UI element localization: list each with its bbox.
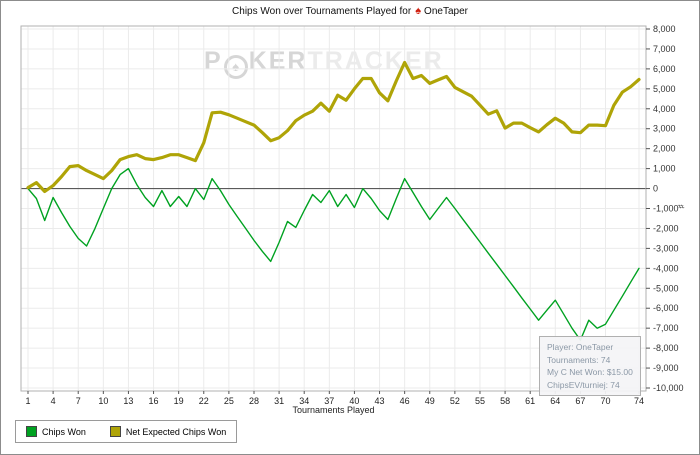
y-tick-label: -4,000	[653, 263, 679, 273]
x-tick-label: 52	[450, 396, 460, 406]
y-tick-label: -3,000	[653, 243, 679, 253]
x-tick-label: 7	[76, 396, 81, 406]
y-tick-label: 8,000	[653, 24, 676, 34]
y-tick-label: 2,000	[653, 144, 676, 154]
x-tick-label: 34	[299, 396, 309, 406]
watermark-prefix: P	[204, 47, 223, 75]
x-tick-label: 46	[400, 396, 410, 406]
x-tick-label: 10	[98, 396, 108, 406]
y-tick-label: 7,000	[653, 44, 676, 54]
x-tick-label: 13	[123, 396, 133, 406]
tooltip-tournaments-row: Tournaments: 74	[547, 354, 611, 365]
x-tick-label: 61	[525, 396, 535, 406]
spade-icon: ♠	[415, 5, 422, 17]
pokertracker-watermark: P ♠ KERTRACKER	[204, 47, 444, 79]
y-tick-label: -1,000	[653, 204, 679, 214]
watermark-mid: KER	[248, 47, 308, 75]
hover-tooltip: Player: OneTaper Tournaments: 74 My C Ne…	[539, 336, 641, 396]
x-tick-label: 1	[25, 396, 30, 406]
x-axis-title: Tournaments Played	[292, 405, 375, 415]
x-tick-label: 19	[174, 396, 184, 406]
tooltip-net-won-row: My C Net Won: $15.00	[547, 367, 633, 377]
x-tick-label: 16	[149, 396, 159, 406]
x-tick-label: 4	[51, 396, 56, 406]
y-tick-label: -7,000	[653, 323, 679, 333]
y-tick-label: 1,000	[653, 164, 676, 174]
y-tick-label: 5,000	[653, 84, 676, 94]
x-tick-label: 64	[550, 396, 560, 406]
y-tick-label: -5,000	[653, 283, 679, 293]
watermark-secondary: TRACKER	[307, 47, 444, 75]
y-tick-label: -9,000	[653, 363, 679, 373]
x-tick-label: 70	[601, 396, 611, 406]
x-tick-label: 49	[425, 396, 435, 406]
legend-item-chips-won: Chips Won	[26, 426, 86, 437]
y-axis-unit-glyph: ♯	[676, 204, 686, 209]
x-tick-label: 37	[324, 396, 334, 406]
spade-circle-logo-icon: ♠	[223, 54, 248, 79]
legend-label: Chips Won	[42, 426, 86, 437]
y-tick-label: -8,000	[653, 343, 679, 353]
chart-title-text: Chips Won over Tournaments Played for	[232, 6, 412, 17]
series-line-chips-won	[27, 167, 640, 341]
player-name: OneTaper	[424, 6, 468, 17]
x-tick-label: 31	[274, 396, 284, 406]
x-tick-label: 43	[375, 396, 385, 406]
y-tick-label: 4,000	[653, 104, 676, 114]
legend-item-net-expected: Net Expected Chips Won	[109, 426, 227, 437]
x-tick-label: 58	[500, 396, 510, 406]
x-tick-label: 55	[475, 396, 485, 406]
tooltip-chips-ev-row: ChipsEV/turniej: 74	[547, 379, 620, 390]
x-tick-label: 74	[634, 396, 644, 406]
legend-label: Net Expected Chips Won	[125, 426, 227, 437]
series-line-net-expected-chips-won	[26, 60, 641, 194]
x-tick-label: 40	[349, 396, 359, 406]
chips-won-swatch-icon	[26, 426, 37, 437]
tooltip-player-row: Player: OneTaper	[547, 342, 614, 352]
legend: Chips Won Net Expected Chips Won	[15, 420, 238, 443]
x-tick-label: 28	[249, 396, 259, 406]
x-tick-label: 25	[224, 396, 234, 406]
y-tick-label: 0	[653, 184, 658, 194]
y-tick-label: 6,000	[653, 64, 676, 74]
y-tick-label: -2,000	[653, 223, 679, 233]
net-expected-swatch-icon	[109, 426, 121, 437]
x-tick-label: 67	[575, 396, 585, 406]
watermark-spade-glyph: ♠	[232, 59, 240, 74]
x-tick-label: 22	[199, 396, 209, 406]
y-tick-label: -10,000	[653, 383, 684, 393]
chart-title: Chips Won over Tournaments Played for ♠ On…	[1, 5, 699, 17]
y-tick-label: 3,000	[653, 124, 676, 134]
y-tick-label: -6,000	[653, 303, 679, 313]
